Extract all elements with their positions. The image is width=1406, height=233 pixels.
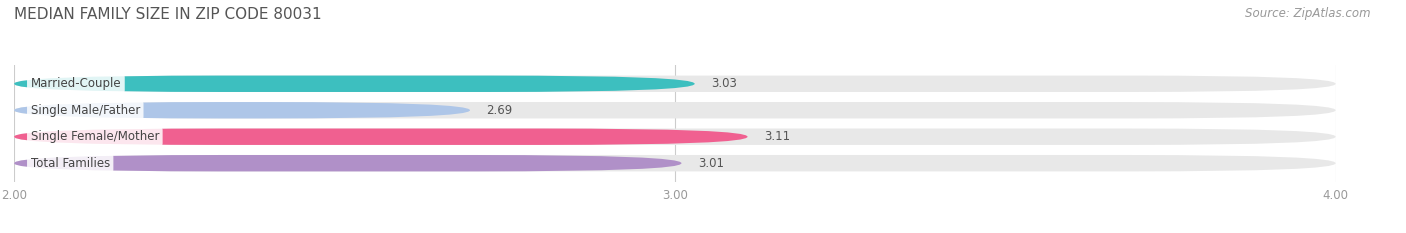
FancyBboxPatch shape (14, 75, 1336, 92)
Text: MEDIAN FAMILY SIZE IN ZIP CODE 80031: MEDIAN FAMILY SIZE IN ZIP CODE 80031 (14, 7, 322, 22)
Text: Single Female/Mother: Single Female/Mother (31, 130, 159, 143)
Text: 3.03: 3.03 (711, 77, 737, 90)
Text: Total Families: Total Families (31, 157, 110, 170)
Text: Source: ZipAtlas.com: Source: ZipAtlas.com (1246, 7, 1371, 20)
FancyBboxPatch shape (14, 102, 1336, 118)
Text: Single Male/Father: Single Male/Father (31, 104, 141, 117)
FancyBboxPatch shape (14, 75, 695, 92)
FancyBboxPatch shape (14, 129, 748, 145)
Text: 3.11: 3.11 (763, 130, 790, 143)
Text: 3.01: 3.01 (697, 157, 724, 170)
Text: Married-Couple: Married-Couple (31, 77, 121, 90)
FancyBboxPatch shape (14, 155, 682, 171)
FancyBboxPatch shape (14, 129, 1336, 145)
Text: 2.69: 2.69 (486, 104, 513, 117)
FancyBboxPatch shape (14, 102, 470, 118)
FancyBboxPatch shape (14, 155, 1336, 171)
